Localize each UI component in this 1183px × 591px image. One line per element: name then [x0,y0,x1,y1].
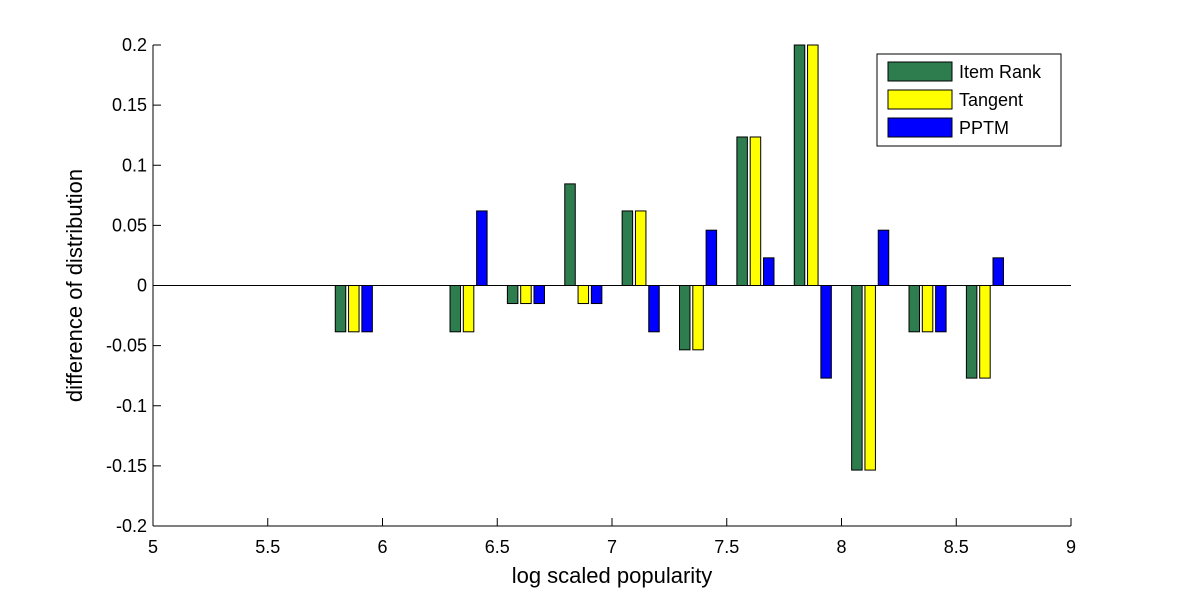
x-tick-label: 7 [607,537,617,557]
y-axis-label: difference of distribution [62,169,87,402]
bar-item-rank-3 [564,183,576,286]
bar-pptm-8 [877,229,890,287]
legend-label-tangent: Tangent [959,90,1023,110]
x-tick-label: 6 [377,537,387,557]
legend-swatch-tangent [887,89,953,110]
bars-layer [334,44,1004,471]
bar-item-rank-10 [965,285,978,379]
bar-pptm-10 [992,257,1004,286]
bar-item-rank-7 [793,44,806,286]
bar-tangent-0 [348,285,360,333]
y-tick-label: 0.2 [122,35,147,55]
bar-item-rank-0 [334,285,347,333]
bar-tangent-7 [807,44,819,286]
y-tick-label: -0.2 [116,516,147,536]
x-tick-label: 8.5 [944,537,969,557]
bar-pptm-5 [705,229,718,287]
bar-tangent-5 [692,285,704,351]
bar-pptm-6 [762,257,775,286]
bar-tangent-2 [520,285,532,305]
y-tick-label: 0.15 [112,95,147,115]
x-axis-ticks: 5 5.5 6 6.5 7 7.5 8 8.5 9 [148,518,1076,557]
legend-swatch-pptm [887,117,953,138]
y-tick-label: 0.05 [112,215,147,235]
bar-tangent-10 [979,285,991,379]
bar-pptm-7 [820,285,832,379]
bar-item-rank-8 [851,285,863,471]
x-tick-label: 8 [836,537,846,557]
y-tick-label: -0.1 [116,396,147,416]
y-tick-label: -0.05 [106,336,147,356]
legend-swatch-item-rank [887,61,953,82]
bar-pptm-3 [590,285,603,305]
bar-tangent-9 [921,285,934,333]
bar-item-rank-9 [908,285,921,333]
bar-item-rank-5 [679,285,691,351]
legend-label-item-rank: Item Rank [959,62,1042,82]
bar-item-rank-4 [621,210,634,286]
bar-item-rank-2 [506,285,519,305]
x-tick-label: 5.5 [255,537,280,557]
bar-item-rank-6 [736,136,748,286]
bar-tangent-1 [462,285,475,333]
bar-pptm-0 [361,285,373,333]
bar-pptm-9 [935,285,947,333]
x-tick-label: 7.5 [714,537,739,557]
bar-item-rank-1 [449,285,462,333]
bar-pptm-1 [476,210,488,286]
y-tick-label: 0.1 [122,155,147,175]
bar-pptm-2 [533,285,545,305]
y-tick-label: -0.15 [106,456,147,476]
x-axis-label: log scaled popularity [512,563,713,588]
legend-label-pptm: PPTM [959,118,1009,138]
x-tick-label: 6.5 [485,537,510,557]
bar-tangent-6 [749,136,762,286]
y-tick-label: 0 [137,276,147,296]
x-tick-label: 5 [148,537,158,557]
bar-tangent-3 [577,285,590,305]
legend: Item Rank Tangent PPTM [876,53,1062,147]
bar-tangent-8 [864,285,876,471]
bar-pptm-4 [648,285,660,333]
bar-tangent-4 [634,210,647,286]
y-axis-ticks: -0.2 -0.15 -0.1 -0.05 0 0.05 0.1 0.15 0.2 [106,35,161,536]
x-tick-label: 9 [1066,537,1076,557]
